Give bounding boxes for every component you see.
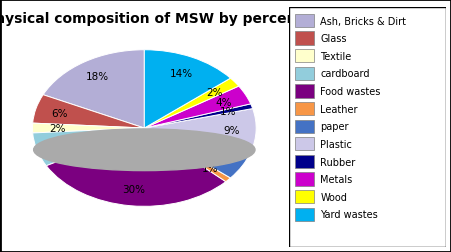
Ellipse shape [34,130,255,171]
Text: 2%: 2% [49,123,65,134]
Wedge shape [32,95,144,129]
Text: Food wastes: Food wastes [320,87,381,97]
Text: Rubber: Rubber [320,157,355,167]
Bar [295,190,314,203]
Bar [295,103,314,116]
Text: Yard wastes: Yard wastes [320,210,378,219]
Text: 1%: 1% [220,107,236,116]
Wedge shape [32,129,144,166]
Text: Ash, Bricks & Dirt: Ash, Bricks & Dirt [320,16,406,26]
Text: Metals: Metals [320,174,353,184]
Bar [295,138,314,151]
Text: 18%: 18% [86,72,109,82]
Text: paper: paper [320,122,349,132]
Bar [295,120,314,133]
Bar [295,155,314,168]
Bar [295,50,314,63]
Bar [295,32,314,45]
Text: 14%: 14% [170,69,193,78]
Bar [295,85,314,98]
Text: Textile: Textile [320,52,351,61]
Text: 30%: 30% [122,184,145,194]
Bar [295,15,314,28]
Wedge shape [43,51,144,129]
Title: Physical composition of MSW by percent: Physical composition of MSW by percent [0,12,304,26]
Text: 2%: 2% [207,88,223,98]
Wedge shape [144,104,253,129]
Wedge shape [32,124,144,133]
Bar [295,208,314,221]
Text: 9%: 9% [223,125,240,135]
Bar [295,173,314,186]
Wedge shape [144,109,256,153]
Text: Wood: Wood [320,192,347,202]
Text: Plastic: Plastic [320,139,352,149]
Wedge shape [144,51,230,129]
Wedge shape [46,129,226,206]
Wedge shape [144,87,251,129]
Text: 4%: 4% [215,98,231,108]
Text: 1%: 1% [202,164,218,174]
Wedge shape [144,79,239,129]
Wedge shape [144,129,230,182]
Text: cardboard: cardboard [320,69,370,79]
Text: Glass: Glass [320,34,347,44]
Wedge shape [144,129,251,178]
Text: 7%: 7% [52,141,69,150]
Text: Leather: Leather [320,104,358,114]
Text: 6%: 6% [212,153,229,163]
Text: 6%: 6% [51,108,68,118]
Bar [295,67,314,81]
